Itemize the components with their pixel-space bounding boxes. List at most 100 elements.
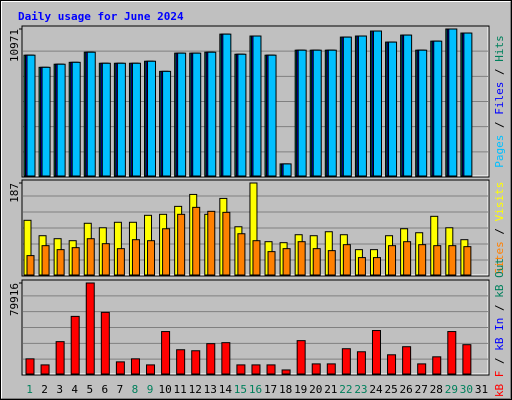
y-tick-label: 10971 [8,29,21,62]
bar [418,49,428,177]
x-tick-label: 25 [384,383,397,396]
bar [207,51,217,177]
bar [341,348,351,375]
x-tick-label: 30 [460,383,473,396]
bar [71,61,81,177]
bar [162,228,171,276]
bar [403,241,412,276]
bar [252,240,261,276]
bar [116,248,125,276]
bar [297,49,307,177]
x-tick-label: 20 [309,383,322,396]
bar [147,240,156,276]
x-tick-label: 10 [158,383,171,396]
bar [130,358,140,375]
x-tick-label: 18 [279,383,292,396]
bar [447,331,457,375]
bar [282,163,292,177]
chart-title: Daily usage for June 2024 [18,10,184,23]
bar [101,62,111,177]
bar [371,330,381,375]
bar [222,211,231,276]
bar [342,244,351,276]
bar [433,245,442,276]
x-tick-label: 11 [174,383,187,396]
bar [312,49,322,177]
legend-entry: Sites [493,241,506,274]
bar [296,340,306,375]
bar [372,257,381,276]
legend-entry: Files [493,82,506,115]
bar [70,315,80,375]
bar [448,245,457,276]
bar [266,364,276,375]
bar [327,49,337,177]
x-tick-label: 12 [189,383,202,396]
bar [222,33,232,177]
x-tick-label: 24 [369,383,383,396]
bar [403,34,413,177]
bar [177,52,187,177]
bar [86,51,96,177]
x-tick-label: 19 [294,383,307,396]
x-tick-label: 4 [71,383,78,396]
x-tick-label: 31 [475,383,488,396]
bar [387,354,397,375]
x-tick-label: 8 [132,383,139,396]
bar [311,363,321,375]
bar [237,53,247,177]
bar [327,250,336,276]
bar [251,364,261,375]
legend-entry: Pages [493,135,506,168]
bar [162,70,172,177]
legend: kB F / kB In / kB Out [493,258,506,397]
x-tick-label: 15 [234,383,247,396]
bar [86,238,95,276]
x-tick-label: 13 [204,383,217,396]
x-tick-label: 28 [430,383,443,396]
bar [418,244,427,276]
bar [221,342,231,375]
bar [462,344,472,375]
bar [267,251,276,276]
bar [161,331,171,375]
bar [147,60,157,177]
bar [191,350,201,375]
legend-separator: / [493,351,506,371]
bar [56,249,65,276]
bar [192,206,201,276]
bar [282,248,291,276]
bar [192,52,202,177]
x-tick-label: 21 [324,383,337,396]
x-tick-label: 22 [339,383,352,396]
bar [115,361,125,375]
x-tick-label: 2 [41,383,48,396]
bar [433,40,443,177]
x-tick-label: 17 [264,383,277,396]
bar [448,28,458,177]
bar [312,248,321,276]
bar [326,363,336,375]
bar [71,247,80,276]
bar [131,239,140,276]
bar [417,363,427,375]
bar [463,246,472,276]
x-tick-label: 16 [249,383,262,396]
bar [41,245,50,276]
bar [297,241,306,276]
bar [281,369,291,375]
legend-entry: kB In [493,318,506,351]
bar [357,35,367,177]
bar [372,30,382,177]
legend-entry: kB F [493,371,506,398]
bar [463,32,473,177]
legend: Sites / Visits [493,182,506,275]
bar [267,54,277,177]
bar [402,346,412,375]
bar [100,311,110,375]
legend-separator: / [493,115,506,135]
bar [207,210,216,276]
